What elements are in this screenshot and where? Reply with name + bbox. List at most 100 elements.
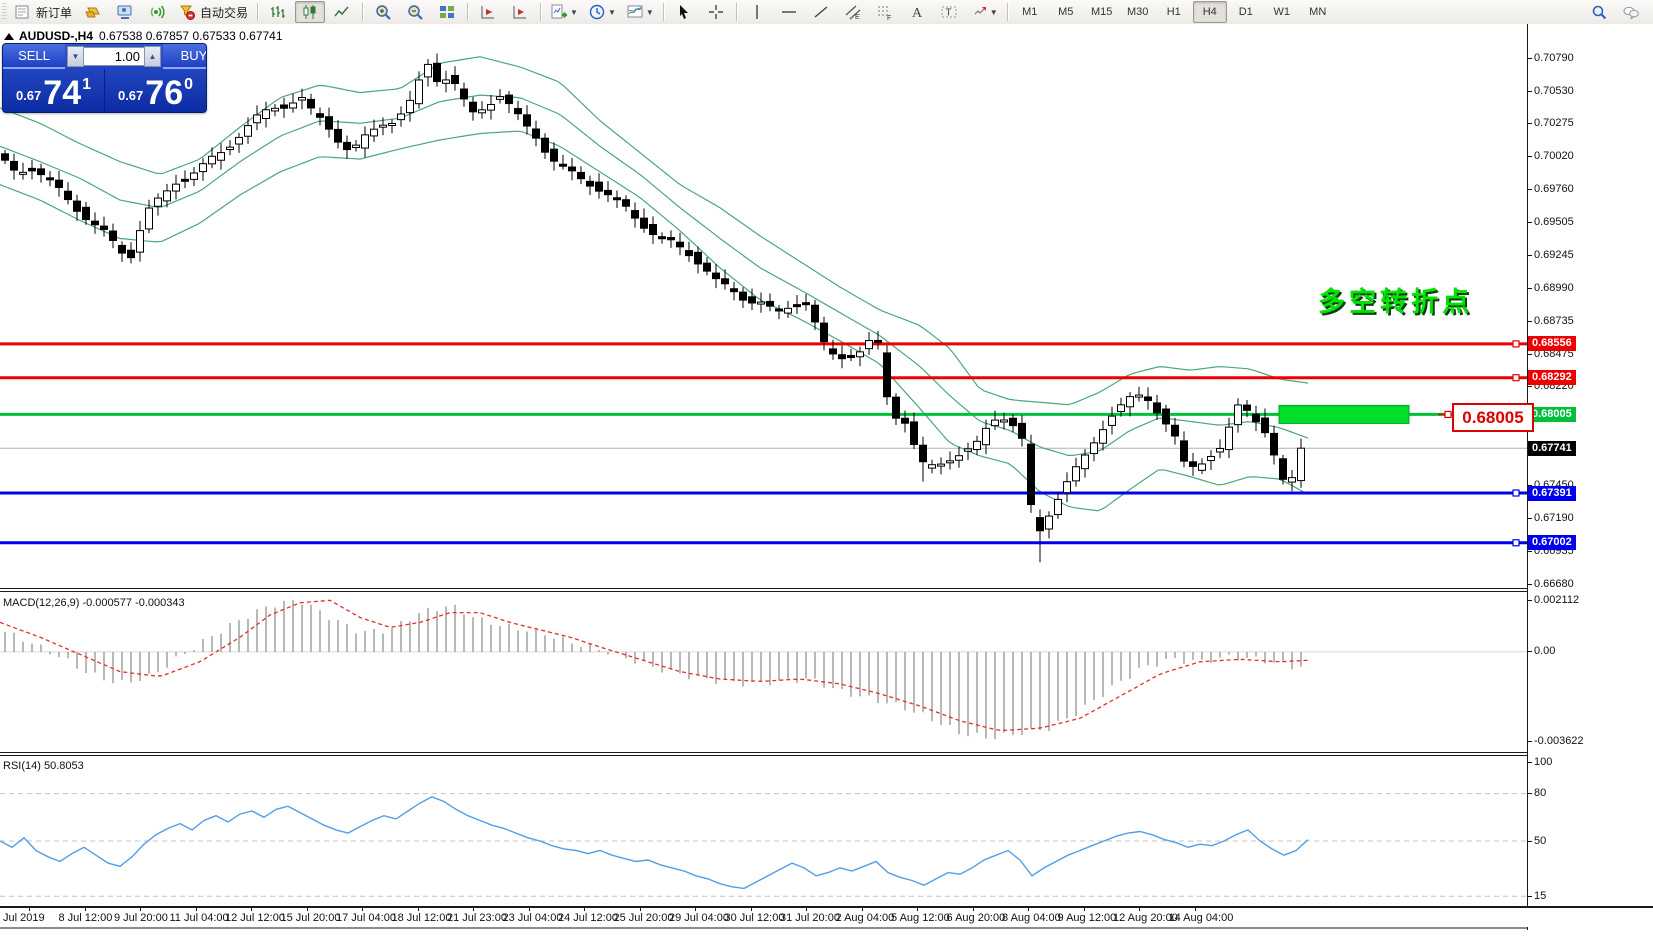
- time-axis-label: 14 Aug 04:00: [1168, 912, 1234, 924]
- time-axis-label: 29 Jul 04:00: [669, 912, 729, 924]
- price-axis-tick: [1527, 320, 1532, 322]
- autotrade-button[interactable]: 自动交易: [174, 1, 252, 23]
- time-axis[interactable]: Jul 2019 8 Jul 12:00 9 Jul 20:00 11 Jul 04:…: [0, 906, 1653, 927]
- price-level-flag[interactable]: 0.68005: [1452, 403, 1534, 432]
- search-button[interactable]: [1584, 1, 1614, 23]
- cursor-button[interactable]: [669, 1, 699, 23]
- sell-price-big: 74: [43, 74, 82, 112]
- new-order-button[interactable]: 新订单: [10, 1, 76, 23]
- price-chip-0.67391: 0.67391: [1528, 485, 1576, 501]
- volume-increase-button[interactable]: ▲: [144, 46, 161, 67]
- zoom-in-button[interactable]: [368, 1, 398, 23]
- zoom-in-icon: [376, 5, 391, 20]
- auto-scroll-button[interactable]: [473, 1, 503, 23]
- market-watch-button[interactable]: [110, 1, 140, 23]
- time-axis-label: 11 Jul 04:00: [169, 912, 229, 924]
- time-axis-tick: [473, 908, 474, 911]
- templates-button[interactable]: ▼: [622, 1, 658, 23]
- macd-label: MACD(12,26,9) -0.000577 -0.000343: [3, 597, 185, 609]
- chat-icon: [1623, 6, 1639, 20]
- indicator-axis-label: 0.002112: [1534, 593, 1580, 606]
- time-axis-tick: [972, 908, 974, 911]
- buy-price-sup: 0: [184, 76, 194, 93]
- timeframe-d1-button[interactable]: D1: [1238, 6, 1253, 18]
- indicator-axis-tick: [1527, 651, 1532, 653]
- periods-button[interactable]: ▼: [584, 1, 620, 23]
- chevron-down-icon: ▼: [645, 7, 654, 17]
- crosshair-icon: [708, 5, 723, 19]
- channel-icon: E: [845, 5, 861, 21]
- zoom-out-button[interactable]: [400, 1, 430, 23]
- time-axis-tick: [417, 908, 419, 911]
- indicator-axis-label: 80: [1534, 787, 1547, 800]
- timeframe-h1-button[interactable]: H1: [1166, 6, 1181, 18]
- buy-price-prefix: 0.67: [117, 88, 144, 103]
- fibonacci-button[interactable]: F: [870, 1, 900, 23]
- arrows-icon: [974, 7, 986, 15]
- price-chip-0.68556: 0.68556: [1528, 336, 1576, 352]
- signals-button[interactable]: [142, 1, 172, 23]
- line-chart-button[interactable]: [327, 1, 357, 23]
- turning-point-annotation[interactable]: 多空转折点: [1318, 287, 1473, 317]
- crosshair-button[interactable]: [701, 1, 731, 23]
- price-chart-plot[interactable]: [0, 24, 1653, 949]
- time-axis-tick: [806, 908, 807, 911]
- timeframe-m5-button[interactable]: M5: [1058, 6, 1074, 18]
- chart-shift-button[interactable]: [505, 1, 535, 23]
- time-axis-tick: [140, 908, 141, 911]
- sell-button[interactable]: SELL: [3, 44, 65, 69]
- text-button[interactable]: A: [902, 1, 932, 23]
- profile-button[interactable]: [78, 1, 108, 23]
- candlestick-button[interactable]: [295, 1, 326, 23]
- toolbar-separator: [540, 3, 542, 21]
- macd-rsi-separator[interactable]: [0, 752, 1528, 753]
- time-axis-label: 8 Jul 12:00: [58, 912, 113, 924]
- svg-text:A: A: [912, 6, 923, 21]
- time-axis-tick: [362, 908, 363, 911]
- price-axis-label: 0.68735: [1534, 314, 1574, 327]
- indicators-button[interactable]: ▼: [546, 1, 582, 23]
- time-axis-tick: [251, 908, 252, 911]
- time-axis-label: 2 Aug 04:00: [835, 912, 895, 924]
- autotrade-button-label: 自动交易: [200, 5, 249, 20]
- buy-price[interactable]: 0.67 76 0: [105, 69, 206, 112]
- time-axis-tick: [750, 908, 752, 911]
- time-axis-label: 21 Jul 23:00: [447, 912, 507, 924]
- tile-windows-button[interactable]: [432, 1, 462, 23]
- volume-input[interactable]: [84, 47, 144, 66]
- timeframe-m30-button[interactable]: M30: [1127, 6, 1149, 18]
- macd-rsi-separator2: [0, 755, 1528, 756]
- time-axis-tick: [695, 908, 696, 911]
- horizontal-line-button[interactable]: [774, 1, 804, 23]
- buy-button[interactable]: BUY: [163, 44, 206, 69]
- svg-text:T: T: [945, 8, 951, 19]
- indicator-axis-tick: [1527, 740, 1532, 742]
- trendline-button[interactable]: [806, 1, 836, 23]
- price-chip-0.68005: 0.68005: [1528, 406, 1576, 422]
- main-macd-separator2: [0, 591, 1528, 592]
- toolbar-separator: [467, 3, 469, 21]
- indicator-axis-label: 0.00: [1534, 645, 1556, 658]
- volume-decrease-button[interactable]: ▼: [67, 46, 84, 67]
- zoom-out-icon: [408, 5, 423, 20]
- main-macd-separator[interactable]: [0, 588, 1528, 589]
- toolbar-grip: [2, 3, 7, 21]
- bar-chart-button[interactable]: [263, 1, 293, 23]
- time-axis-label: 17 Jul 04:00: [336, 912, 396, 924]
- chart-area[interactable]: 0.70790 0.70530 0.70275 0.70020 0.69760 0.695…: [0, 24, 1653, 949]
- timeframe-m15-button[interactable]: M15: [1091, 6, 1113, 18]
- timeframe-w1-button[interactable]: W1: [1273, 6, 1290, 18]
- chat-button[interactable]: [1616, 1, 1646, 23]
- timeframe-m1-button[interactable]: M1: [1022, 6, 1038, 18]
- toolbar-separator: [735, 3, 737, 21]
- indicator-axis-tick: [1527, 793, 1532, 795]
- timeframe-mn-button[interactable]: MN: [1309, 6, 1327, 18]
- label-button[interactable]: T: [934, 1, 964, 23]
- arrows-button[interactable]: ▼: [966, 1, 1002, 23]
- sell-price[interactable]: 0.67 74 1: [3, 69, 105, 112]
- channel-button[interactable]: E: [838, 1, 868, 23]
- vertical-line-button[interactable]: [742, 1, 772, 23]
- timeframe-h4-button[interactable]: H4: [1192, 1, 1227, 23]
- buy-price-big: 76: [145, 74, 184, 112]
